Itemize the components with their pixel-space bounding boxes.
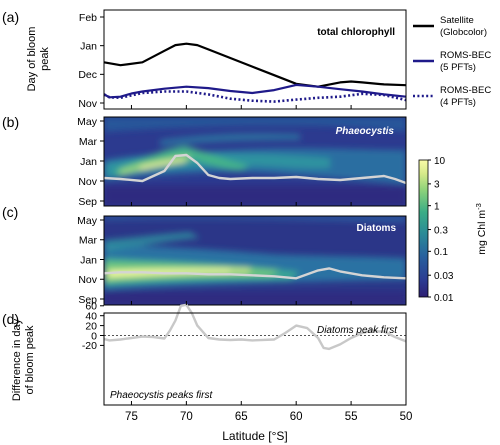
x-axis-ticklabel: 50 — [400, 411, 413, 423]
colorbar-ticklabel: 3 — [434, 180, 440, 191]
panel-d-difference-line — [103, 303, 407, 351]
panel-c-yticks: May Mar Jan Nov Sep — [77, 215, 104, 306]
panel-d-ytick-ticklabel: 40 — [85, 311, 97, 323]
panel-d-ylabel-line2: of bloom peak — [24, 325, 36, 395]
panel-d-annotation-bottom: Phaeocystis peaks first — [110, 390, 213, 401]
panel-a-frame — [103, 9, 407, 110]
colorbar-label-sup: -3 — [474, 203, 483, 210]
panel-a-ytick-ticklabel: Nov — [78, 98, 97, 110]
legend-entry-roms4-l2: (4 PFTs) — [440, 97, 476, 108]
panel-b-peak-line — [104, 153, 406, 185]
legend-entry-satellite-l2: (Globcolor) — [440, 27, 487, 38]
panel-a-ylabel-line2: peak — [39, 47, 51, 71]
panel-b-ytick-ticklabel: Nov — [78, 176, 97, 188]
colorbar-ticklabel: 10 — [434, 156, 446, 167]
panel-c-label: (c) — [2, 204, 18, 220]
colorbar — [418, 159, 429, 298]
legend-entry-satellite-l1: Satellite — [440, 15, 474, 26]
panel-a-yticks: Feb Jan Dec Nov — [78, 12, 104, 110]
legend-entry-roms5-l2: (5 PFTs) — [440, 62, 476, 73]
panel-c-ytick-ticklabel: Nov — [78, 274, 97, 286]
panel-c-annotation: Diatoms — [357, 223, 397, 234]
panel-d-ylabel-line1: Difference in day — [11, 318, 23, 401]
colorbar-ticks: 10 3 1 0.3 0.1 0.03 0.01 — [428, 156, 454, 304]
panel-a-ytick-ticklabel: Jan — [80, 40, 97, 52]
panel-d-ytick-ticklabel: 60 — [85, 301, 97, 313]
panel-a-ytick-ticklabel: Feb — [79, 12, 97, 24]
legend: Satellite (Globcolor) ROMS-BEC (5 PFTs) … — [413, 15, 491, 108]
colorbar-ticklabel: 0.3 — [434, 225, 448, 236]
panel-c-ytick-ticklabel: Mar — [79, 235, 98, 247]
x-axis-label: Latitude [°S] — [222, 429, 288, 443]
x-axis-ticklabel: 70 — [180, 411, 193, 423]
panel-d-frame — [103, 312, 407, 406]
panel-c-ytick-ticklabel: Sep — [78, 294, 97, 306]
legend-entry-roms4-l1: ROMS-BEC — [440, 85, 491, 96]
colorbar-ticklabel: 0.03 — [434, 271, 454, 282]
panel-a-label: (a) — [2, 9, 19, 25]
panel-d-label: (d) — [2, 311, 19, 327]
panel-b-ytick-ticklabel: Jan — [80, 156, 97, 168]
panel-d-ytick-ticklabel: -20 — [82, 340, 97, 352]
x-axis-ticklabel: 55 — [345, 411, 358, 423]
panel-a-annotation: total chlorophyll — [317, 27, 395, 38]
panel-c-peak-line — [104, 267, 406, 280]
colorbar-ticklabel: 1 — [434, 201, 440, 212]
panel-a-ylabel-line1: Day of bloom — [26, 27, 38, 92]
panel-b-label: (b) — [2, 114, 19, 130]
panel-b-heatmap — [104, 117, 406, 206]
panel-b-ytick-ticklabel: Sep — [78, 196, 97, 208]
panel-b-annotation: Phaeocystis — [336, 126, 395, 137]
colorbar-ticklabel: 0.1 — [434, 247, 448, 258]
panel-c-heatmap — [104, 216, 406, 305]
panel-a-ytick-ticklabel: Dec — [78, 69, 97, 81]
panel-a-series-1 — [103, 42, 407, 88]
x-axis-ticklabel: 75 — [125, 411, 138, 423]
panel-d-ytick-ticklabel: 0 — [91, 330, 97, 342]
panel-b-frame — [103, 116, 407, 207]
panel-b-yticks: May Mar Jan Nov Sep — [77, 116, 104, 208]
x-axis-ticks: 75 70 65 60 55 50 — [125, 105, 412, 423]
legend-entry-roms5-l1: ROMS-BEC — [440, 50, 491, 61]
panel-d-annotation-top: Diatoms peak first — [317, 325, 398, 336]
colorbar-label: mg Chl m-3 — [474, 203, 488, 255]
panel-b-ytick-ticklabel: Mar — [79, 136, 98, 148]
panel-c-ytick-ticklabel: May — [77, 215, 98, 227]
panel-d-ytick-ticklabel: 20 — [85, 320, 97, 332]
panel-a-series — [103, 42, 407, 103]
panel-c-frame — [103, 215, 407, 306]
panel-c-ytick-ticklabel: Jan — [80, 254, 97, 266]
panel-a-series-2 — [103, 83, 407, 99]
colorbar-ticklabel: 0.01 — [434, 293, 454, 304]
x-axis-ticklabel: 60 — [290, 411, 303, 423]
colorbar-label-text: mg Chl m — [476, 210, 488, 255]
panel-b-ytick-ticklabel: May — [77, 116, 98, 128]
x-axis-ticklabel: 65 — [235, 411, 248, 423]
